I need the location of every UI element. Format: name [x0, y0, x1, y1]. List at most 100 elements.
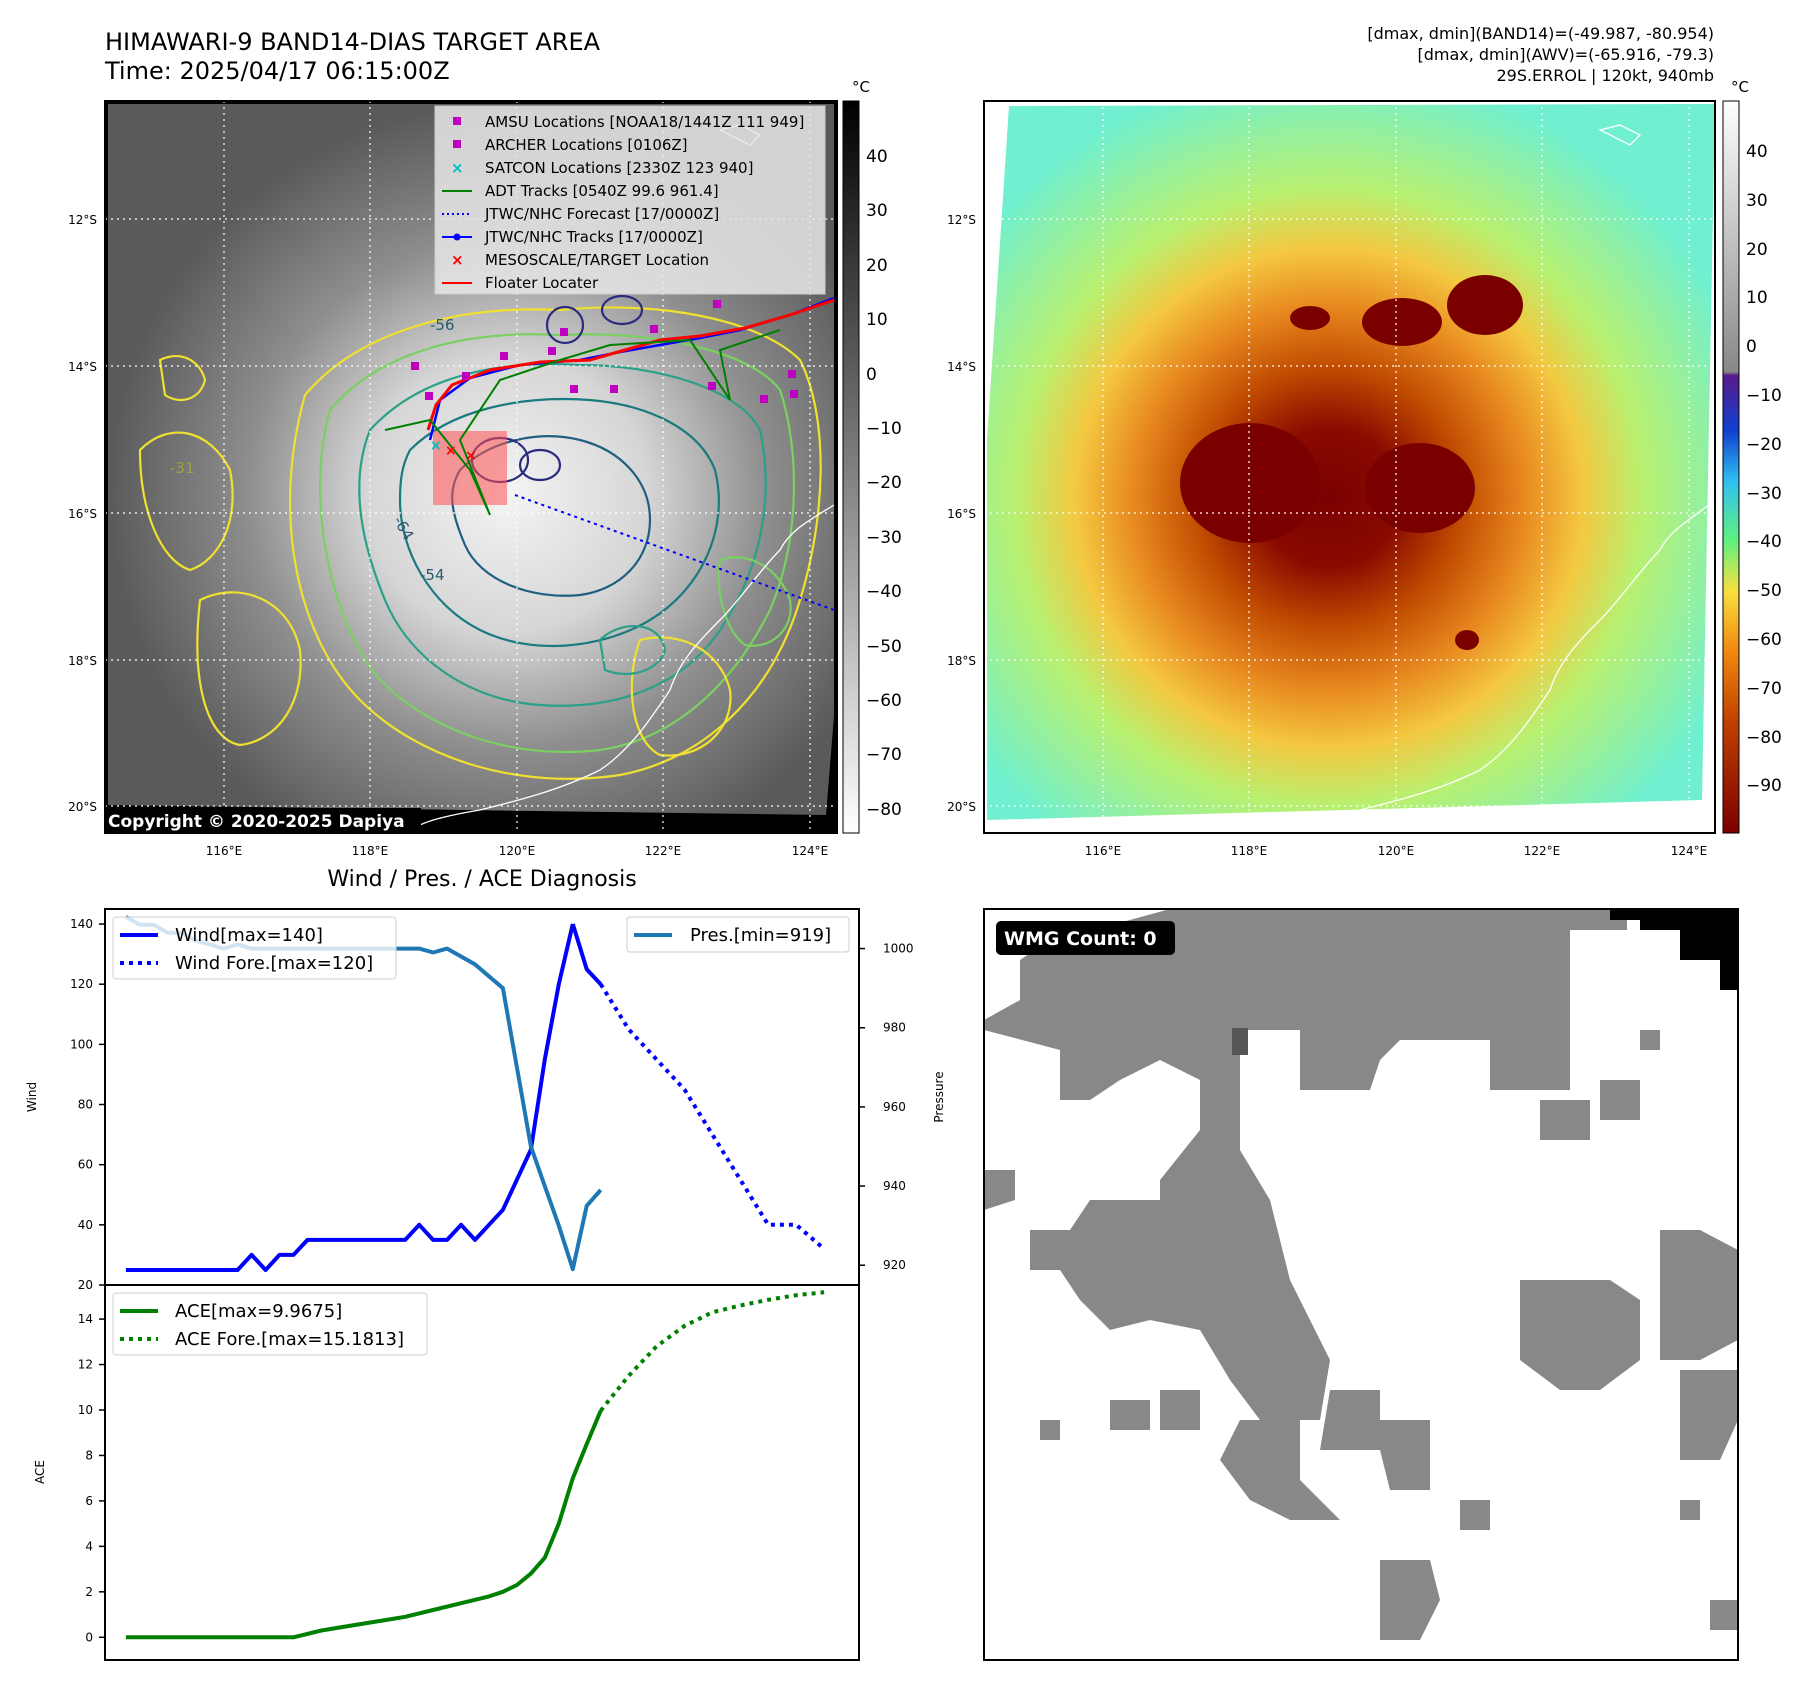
color-colorbar-tick: 10	[1746, 288, 1768, 308]
adt-track	[384, 329, 781, 516]
color-colorbar-tick: −10	[1746, 386, 1782, 406]
wind-line	[570, 923, 603, 986]
map1-lat-label: 12°S	[68, 213, 97, 227]
target-area-box	[433, 431, 507, 505]
gray-colorbar-tick: −30	[866, 528, 902, 548]
pressure-ylabel: Pressure	[932, 1071, 946, 1122]
map1-lat-labels: 12°S 14°S 16°S 18°S 20°S	[68, 213, 97, 814]
svg-text:×: ×	[465, 448, 477, 464]
pressure-legend-label: Pres.[min=919]	[690, 925, 831, 946]
ir-grayscale-map: -64 -54 -31 -56	[68, 100, 838, 858]
color-colorbar-tick: 40	[1746, 142, 1768, 162]
legend-entry-jtwc-forecast: JTWC/NHC Forecast [17/0000Z]	[442, 205, 719, 223]
legend-label-jtwc-forecast: JTWC/NHC Forecast [17/0000Z]	[484, 205, 719, 223]
pressure-legend: Pres.[min=919]	[626, 916, 850, 953]
legend-entry-target: × MESOSCALE/TARGET Location	[451, 251, 709, 269]
color-colorbar-tick: −90	[1746, 776, 1782, 796]
pressure-yticks: 920 940 960 980 1000	[859, 942, 914, 1272]
svg-text:×: ×	[451, 159, 464, 177]
legend-label-amsu: AMSU Locations [NOAA18/1441Z 111 949]	[485, 113, 804, 131]
wind-line	[125, 923, 575, 1272]
diagnosis-chart: Wind / Pres. / ACE Diagnosis 20406080100…	[25, 867, 946, 1661]
legend-label-satcon: SATCON Locations [2330Z 123 940]	[485, 159, 753, 177]
ace-ytick-label: 4	[85, 1539, 93, 1553]
ace-ytick-label: 6	[85, 1494, 93, 1508]
figure-title-line1: HIMAWARI-9 BAND14-DIAS TARGET AREA	[105, 28, 601, 56]
legend-label-jtwc-tracks: JTWC/NHC Tracks [17/0000Z]	[484, 228, 703, 246]
color-colorbar-tick: 20	[1746, 240, 1768, 260]
wind-ylabel: Wind	[25, 1082, 39, 1112]
wind-ytick-label: 60	[78, 1158, 93, 1172]
ace-fore-legend-label: ACE Fore.[max=15.1813]	[175, 1329, 404, 1350]
map2-lat-label: 18°S	[947, 654, 976, 668]
gray-colorbar-tick: 30	[866, 201, 888, 221]
map1-lat-label: 20°S	[68, 800, 97, 814]
map1-cold-cloud-contours	[138, 294, 822, 780]
floater-locater-track	[426, 298, 835, 431]
map2-lat-label: 14°S	[947, 360, 976, 374]
color-colorbar-tick: −20	[1746, 435, 1782, 455]
info-line-2: [dmax, dmin](AWV)=(-65.916, -79.3)	[1417, 45, 1714, 64]
map1-tracks	[384, 296, 835, 611]
map2-lon-label: 124°E	[1671, 844, 1708, 858]
map1-legend: AMSU Locations [NOAA18/1441Z 111 949] AR…	[434, 105, 826, 295]
map2-lat-label: 12°S	[947, 213, 976, 227]
ace-ylabel: ACE	[33, 1460, 47, 1484]
svg-text:×: ×	[445, 443, 457, 459]
ace-legend-label: ACE[max=9.9675]	[175, 1301, 342, 1322]
svg-text:×: ×	[430, 438, 442, 454]
figure-title-line2: Time: 2025/04/17 06:15:00Z	[104, 57, 450, 85]
map2-lat-labels: 12°S 14°S 16°S 18°S 20°S	[947, 213, 976, 814]
gray-colorbar-tick: −70	[866, 745, 902, 765]
diagnosis-title: Wind / Pres. / ACE Diagnosis	[327, 867, 636, 892]
ace-series	[125, 1290, 825, 1640]
map2-gridlines	[984, 101, 1715, 833]
pressure-ytick-label: 920	[883, 1258, 906, 1272]
wind-ytick-label: 20	[78, 1278, 93, 1292]
gray-colorbar-tick: −80	[866, 800, 902, 820]
color-colorbar-bar	[1722, 100, 1740, 834]
legend-label-target: MESOSCALE/TARGET Location	[485, 251, 709, 269]
legend-entry-archer: ARCHER Locations [0106Z]	[453, 136, 688, 154]
map2-lon-label: 116°E	[1085, 844, 1122, 858]
color-colorbar-tick: 0	[1746, 337, 1757, 357]
map2-coastline	[1359, 124, 1716, 811]
map2-imagery	[987, 104, 1715, 820]
map2-lat-label: 16°S	[947, 507, 976, 521]
wind-fore-legend-label: Wind Fore.[max=120]	[175, 953, 373, 974]
map1-lon-label: 120°E	[499, 844, 536, 858]
gray-colorbar-tick: −40	[866, 582, 902, 602]
ir-color-map: 12°S 14°S 16°S 18°S 20°S 116°E 118°E 120…	[947, 100, 1716, 858]
contour-label-3: -31	[170, 459, 195, 477]
pressure-ytick-label: 960	[883, 1100, 906, 1114]
color-colorbar-tick: −30	[1746, 484, 1782, 504]
wmg-badge	[996, 921, 1175, 955]
ace-ytick-label: 8	[85, 1448, 93, 1462]
legend-label-archer: ARCHER Locations [0106Z]	[485, 136, 688, 154]
ace-ytick-label: 0	[85, 1630, 93, 1644]
pressure-legend-box	[626, 916, 850, 953]
gray-colorbar-tick: 20	[866, 256, 888, 276]
ace-line	[125, 1409, 603, 1640]
wind-legend-box	[112, 916, 397, 980]
legend-box	[434, 105, 826, 295]
map2-lon-label: 122°E	[1524, 844, 1561, 858]
ace-ytick-label: 14	[78, 1312, 93, 1326]
info-line-3: 29S.ERROL | 120kt, 940mb	[1496, 66, 1714, 85]
map1-fix-markers: × × ×	[411, 300, 798, 464]
map1-lat-label: 16°S	[68, 507, 97, 521]
wmg-gray-mask	[984, 909, 1738, 1640]
wind-legend: Wind[max=140] Wind Fore.[max=120]	[112, 916, 397, 980]
map1-lat-label: 14°S	[68, 360, 97, 374]
wind-ytick-label: 120	[70, 977, 93, 991]
ace-yticks: 0 2 4 6 8 10 12 14	[78, 1312, 105, 1644]
wmg-badge-text: WMG Count: 0	[1004, 928, 1157, 950]
gray-colorbar-tick: 40	[866, 147, 888, 167]
ace-forecast-line	[599, 1290, 825, 1412]
wind-ytick-label: 80	[78, 1098, 93, 1112]
gray-colorbar-tick: −50	[866, 637, 902, 657]
color-colorbar-tick: −50	[1746, 581, 1782, 601]
contour-label-4: -56	[430, 316, 455, 334]
map1-lon-label: 118°E	[352, 844, 389, 858]
